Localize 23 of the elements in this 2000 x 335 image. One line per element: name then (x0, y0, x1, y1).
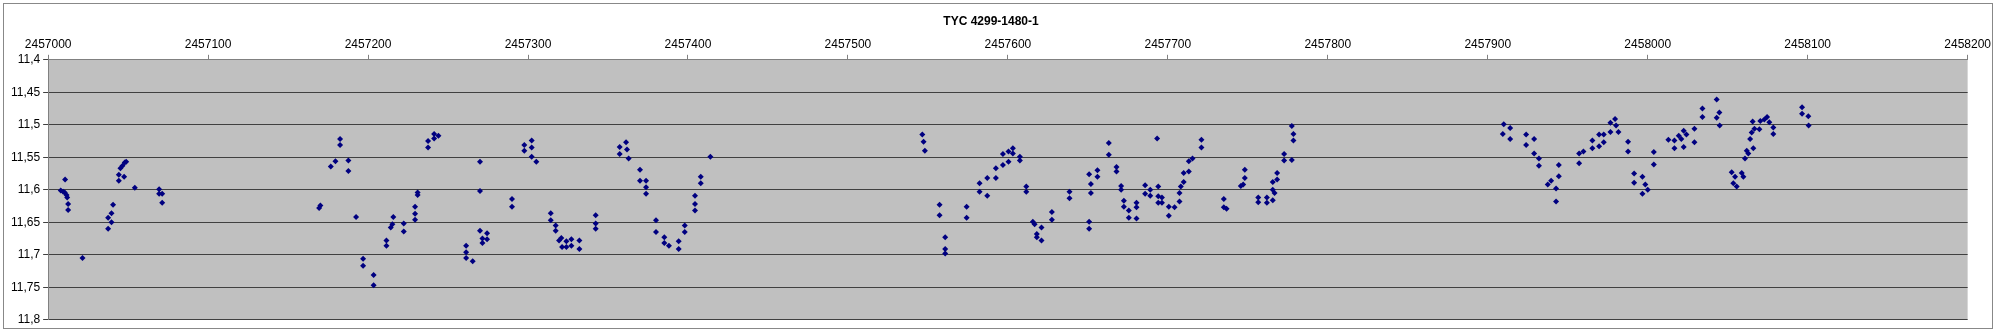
x-tick-label: 2457400 (664, 36, 712, 51)
x-tick-label: 2457800 (1304, 36, 1352, 51)
y-tick-label: 11,55 (11, 149, 41, 164)
x-tick-label: 2458100 (1784, 36, 1832, 51)
x-tick-label: 2458200 (1944, 36, 1992, 51)
x-tick-label: 2457200 (344, 36, 392, 51)
x-tick-label: 2457300 (504, 36, 552, 51)
y-tick-label: 11,8 (17, 312, 41, 327)
y-tick-label: 11,7 (17, 247, 41, 262)
chart-title: TYC 4299-1480-1 (943, 13, 1040, 28)
y-tick-label: 11,4 (17, 52, 41, 67)
x-tick-label: 2457900 (1464, 36, 1512, 51)
x-tick-label: 2457700 (1144, 36, 1192, 51)
x-tick-label: 2457100 (184, 36, 232, 51)
y-tick-label: 11,45 (11, 84, 41, 99)
y-tick-label: 11,75 (11, 279, 41, 294)
x-tick-label: 2458000 (1624, 36, 1672, 51)
y-tick-label: 11,6 (17, 182, 41, 197)
y-tick-label: 11,65 (11, 214, 41, 229)
x-tick-label: 2457000 (24, 36, 72, 51)
y-tick-label: 11,5 (17, 117, 41, 132)
x-tick-label: 2457500 (824, 36, 872, 51)
x-tick-label: 2457600 (984, 36, 1032, 51)
